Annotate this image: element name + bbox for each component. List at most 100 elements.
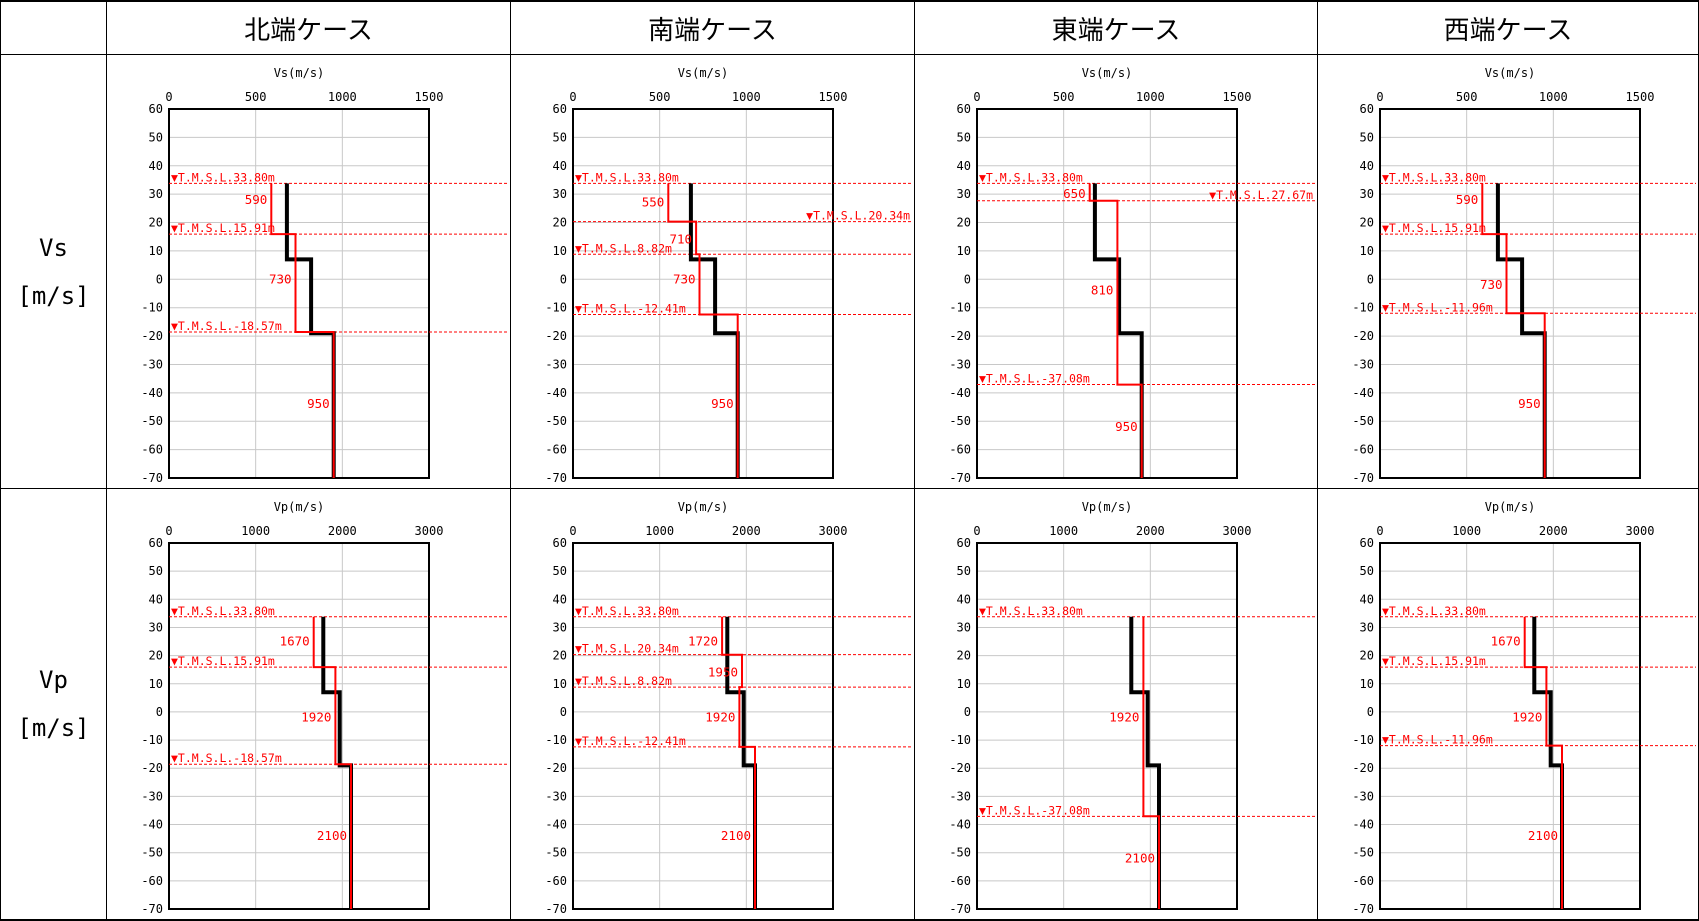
y-tick-label: -10 <box>545 733 567 747</box>
x-tick-label: 1000 <box>732 90 761 104</box>
plot-frame <box>976 542 1238 910</box>
y-tick-label: 40 <box>1360 159 1374 173</box>
y-tick-label: -50 <box>949 414 971 428</box>
x-tick-label: 2000 <box>1136 524 1165 538</box>
velocity-value-label: 950 <box>307 396 330 411</box>
header-corner <box>0 0 106 54</box>
y-tick-label: -30 <box>1352 357 1374 371</box>
y-tick-label: -70 <box>141 902 163 916</box>
table-border-top <box>0 0 1699 2</box>
level-label: ▼T.M.S.L.15.91m <box>1382 654 1486 668</box>
plot-frame <box>976 108 1238 479</box>
y-tick-label: -10 <box>949 733 971 747</box>
y-tick-label: 50 <box>149 564 163 578</box>
chart-vp-north: Vp(m/s) 0 1000 2000 3000 60 50 40 30 20 10 0 -10 -20 -… <box>141 500 508 916</box>
case-profile-line <box>1088 183 1143 478</box>
velocity-value-label: 730 <box>1480 277 1503 292</box>
x-tick-label: 1000 <box>241 524 270 538</box>
level-label: ▼T.M.S.L.-37.08m <box>979 803 1090 817</box>
y-tick-label: -50 <box>545 846 567 860</box>
velocity-value-label: 810 <box>1091 283 1114 298</box>
velocity-value-label: 1920 <box>705 710 735 725</box>
x-tick-label: 1000 <box>1049 524 1078 538</box>
chart-vs-west: Vs(m/s) 0 500 1000 1500 60 50 40 30 20 10 0 -10 -20 -3… <box>1352 66 1696 485</box>
level-label: ▼T.M.S.L.33.80m <box>171 170 275 184</box>
y-tick-label: 20 <box>149 649 163 663</box>
y-tick-label: 50 <box>149 130 163 144</box>
y-tick-label: -50 <box>141 846 163 860</box>
level-label: ▼T.M.S.L.20.34m <box>575 642 679 656</box>
y-tick-label: 20 <box>957 649 971 663</box>
y-tick-label: -50 <box>1352 414 1374 428</box>
y-tick-label: -50 <box>545 414 567 428</box>
y-tick-label: -60 <box>1352 874 1374 888</box>
header-south-case: 南端ケース <box>648 15 777 46</box>
x-tick-label: 0 <box>165 90 172 104</box>
y-tick-label: 0 <box>560 705 567 719</box>
x-tick-label: 2000 <box>1539 524 1568 538</box>
level-label: ▼T.M.S.L.-12.41m <box>575 734 686 748</box>
x-tick-label: 1000 <box>328 90 357 104</box>
x-tick-label: 2000 <box>732 524 761 538</box>
case-profile-line <box>1523 616 1563 909</box>
velocity-value-label: 1670 <box>1491 634 1521 649</box>
table-border-col1 <box>106 0 107 921</box>
y-tick-label: -70 <box>545 471 567 485</box>
y-tick-label: -60 <box>545 874 567 888</box>
y-tick-label: 20 <box>1360 649 1374 663</box>
y-tick-label: 50 <box>957 564 971 578</box>
y-tick-label: 30 <box>957 620 971 634</box>
y-tick-label: 60 <box>553 102 567 116</box>
reference-profile-line <box>688 183 740 478</box>
y-tick-label: -40 <box>545 386 567 400</box>
y-tick-label: 20 <box>1360 216 1374 230</box>
y-tick-label: 0 <box>1367 705 1374 719</box>
level-label: ▼T.M.S.L.8.82m <box>575 241 672 255</box>
y-tick-label: 20 <box>553 649 567 663</box>
chart-title: Vp(m/s) <box>1485 500 1536 514</box>
x-tick-label: 1500 <box>819 90 848 104</box>
velocity-value-label: 2100 <box>1528 828 1558 843</box>
chart-title: Vs(m/s) <box>274 66 325 80</box>
y-tick-label: -70 <box>1352 902 1374 916</box>
y-tick-label: 30 <box>1360 187 1374 201</box>
y-tick-label: -20 <box>1352 329 1374 343</box>
y-tick-label: 40 <box>149 592 163 606</box>
velocity-value-label: 1920 <box>1109 710 1139 725</box>
chart-vp-east: Vp(m/s) 0 1000 2000 3000 60 50 40 30 20 10 0 -10 -20 -… <box>949 500 1315 916</box>
chart-title: Vp(m/s) <box>274 500 325 514</box>
level-label: ▼T.M.S.L.33.80m <box>575 604 679 618</box>
chart-title: Vp(m/s) <box>1082 500 1133 514</box>
level-label: ▼T.M.S.L.33.80m <box>1382 170 1486 184</box>
y-tick-label: -10 <box>141 733 163 747</box>
table-border-col4 <box>1317 0 1318 921</box>
y-tick-label: -50 <box>949 846 971 860</box>
y-tick-label: 10 <box>957 244 971 258</box>
velocity-value-label: 730 <box>673 271 696 286</box>
case-profile-line <box>721 616 756 909</box>
plot-frame <box>168 542 430 910</box>
level-label: ▼T.M.S.L.-18.57m <box>171 751 282 765</box>
case-profile-line <box>667 183 739 478</box>
row-label-vs: Vs [m/s] <box>1 55 106 488</box>
y-tick-label: -40 <box>949 386 971 400</box>
velocity-value-label: 730 <box>269 271 292 286</box>
y-tick-label: -20 <box>545 329 567 343</box>
y-tick-label: 60 <box>553 536 567 550</box>
y-tick-label: 10 <box>553 677 567 691</box>
x-tick-label: 0 <box>569 524 576 538</box>
x-tick-label: 0 <box>1376 90 1383 104</box>
velocity-value-label: 550 <box>642 195 665 210</box>
y-tick-label: 50 <box>1360 130 1374 144</box>
x-tick-label: 0 <box>1376 524 1383 538</box>
x-tick-label: 1000 <box>1539 90 1568 104</box>
y-tick-label: -20 <box>141 329 163 343</box>
y-tick-label: -60 <box>141 443 163 457</box>
y-tick-label: -40 <box>545 818 567 832</box>
level-label: ▼T.M.S.L.-11.96m <box>1382 733 1493 747</box>
row-label-vp-unit: [m/s] <box>17 714 90 742</box>
level-label: ▼T.M.S.L.15.91m <box>1382 221 1486 235</box>
y-tick-label: -30 <box>141 789 163 803</box>
level-label: ▼T.M.S.L.20.34m <box>806 209 910 223</box>
velocity-value-label: 710 <box>669 232 692 247</box>
